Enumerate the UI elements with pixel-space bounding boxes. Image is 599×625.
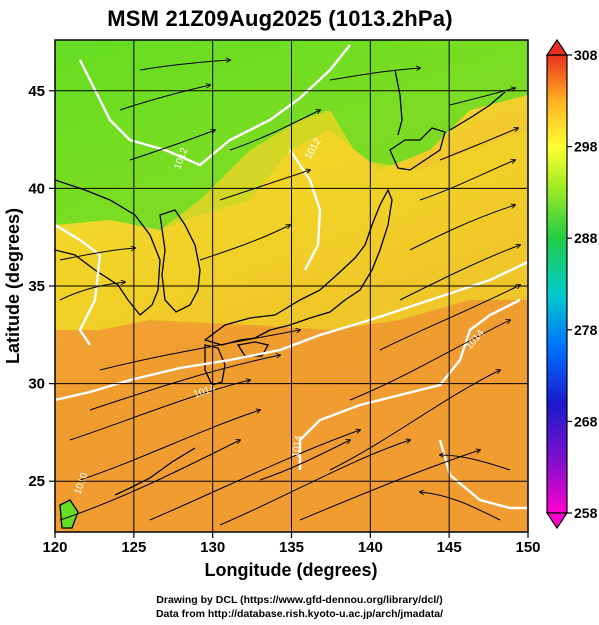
taiwan-coast (59, 499, 79, 529)
streamline (129, 130, 215, 161)
colorbar-tick-label: 308 (574, 47, 598, 63)
streamline (449, 88, 515, 106)
ryukyu-islands (114, 447, 196, 496)
x-axis-title: Longitude (degrees) (204, 560, 377, 580)
streamline (219, 440, 410, 526)
hokkaido-coast (389, 127, 446, 171)
streamline (69, 380, 250, 441)
x-tick-label: 140 (358, 539, 383, 556)
streamline (199, 225, 290, 261)
colorbar-bottom-arrow (545, 512, 569, 530)
streamline (329, 370, 500, 471)
streamline (219, 170, 310, 201)
colorbar: 308 298 288 278 268 258 (545, 38, 598, 530)
streamline (149, 430, 360, 521)
y-tick-label: 25 (28, 473, 45, 490)
credit-drawing: Drawing by DCL (https://www.gfd-dennou.o… (156, 594, 443, 606)
map-title: MSM 21Z09Aug2025 (1013.2hPa) (107, 6, 453, 31)
streamline (139, 60, 230, 71)
y-axis: 25 30 35 40 45 (28, 83, 55, 490)
streamline (420, 492, 501, 521)
map-plot-area: 1012 1012 1014 1014 1014 1010 (55, 40, 528, 532)
isobar-1012-north (78, 44, 351, 167)
land-outlines (55, 69, 506, 529)
credit-data: Data from http://database.rish.kyoto-u.a… (155, 608, 444, 620)
kuril-chain (449, 91, 506, 131)
isobar-1014-south (298, 298, 521, 470)
colorbar-top-arrow (545, 38, 569, 56)
honshu-coast (203, 188, 393, 346)
streamline (79, 410, 260, 481)
colorbar-tick-label: 288 (574, 230, 598, 246)
streamline (59, 282, 125, 301)
x-tick-label: 150 (515, 539, 540, 556)
x-tick-label: 120 (42, 539, 67, 556)
streamline (99, 330, 300, 371)
streamline (119, 85, 210, 111)
streamline (419, 160, 515, 201)
streamline (259, 440, 350, 481)
streamline (329, 68, 420, 81)
streamline (409, 205, 515, 251)
y-axis-title: Latitude (degrees) (3, 208, 23, 364)
streamline (89, 355, 280, 411)
y-tick-label: 30 (28, 376, 45, 393)
colorbar-tick-label: 268 (574, 413, 598, 429)
korea-coast (159, 209, 201, 313)
colorbar-gradient (546, 54, 568, 514)
streamline (439, 128, 518, 161)
x-axis: 120 125 130 135 140 145 150 (42, 532, 541, 556)
isobar-1014-west (55, 223, 102, 346)
streamline (59, 248, 135, 261)
streamlines (59, 60, 520, 526)
graticule (55, 40, 528, 532)
streamline (299, 450, 480, 521)
streamline (399, 245, 520, 301)
sakhalin-coast (394, 69, 403, 136)
kyushu-coast (204, 344, 226, 386)
streamline (349, 320, 510, 401)
colorbar-ticks: 308 298 288 278 268 258 (567, 47, 598, 521)
x-tick-label: 125 (121, 539, 146, 556)
streamline (229, 110, 320, 151)
x-tick-label: 145 (437, 539, 462, 556)
colorbar-tick-label: 258 (574, 505, 598, 521)
shikoku-coast (236, 341, 269, 357)
isobar-1012-central (289, 149, 322, 271)
colorbar-tick-label: 298 (574, 139, 598, 155)
x-tick-label: 130 (200, 539, 225, 556)
contour-label: 1014 (290, 434, 305, 458)
streamline (379, 285, 520, 351)
y-tick-label: 40 (28, 180, 45, 197)
isobar-1010-south (438, 439, 528, 510)
y-tick-label: 45 (28, 83, 45, 100)
x-tick-label: 135 (279, 539, 304, 556)
streamline (440, 455, 511, 471)
colorbar-tick-label: 278 (574, 322, 598, 338)
y-tick-label: 35 (28, 278, 45, 295)
streamline (59, 440, 240, 521)
